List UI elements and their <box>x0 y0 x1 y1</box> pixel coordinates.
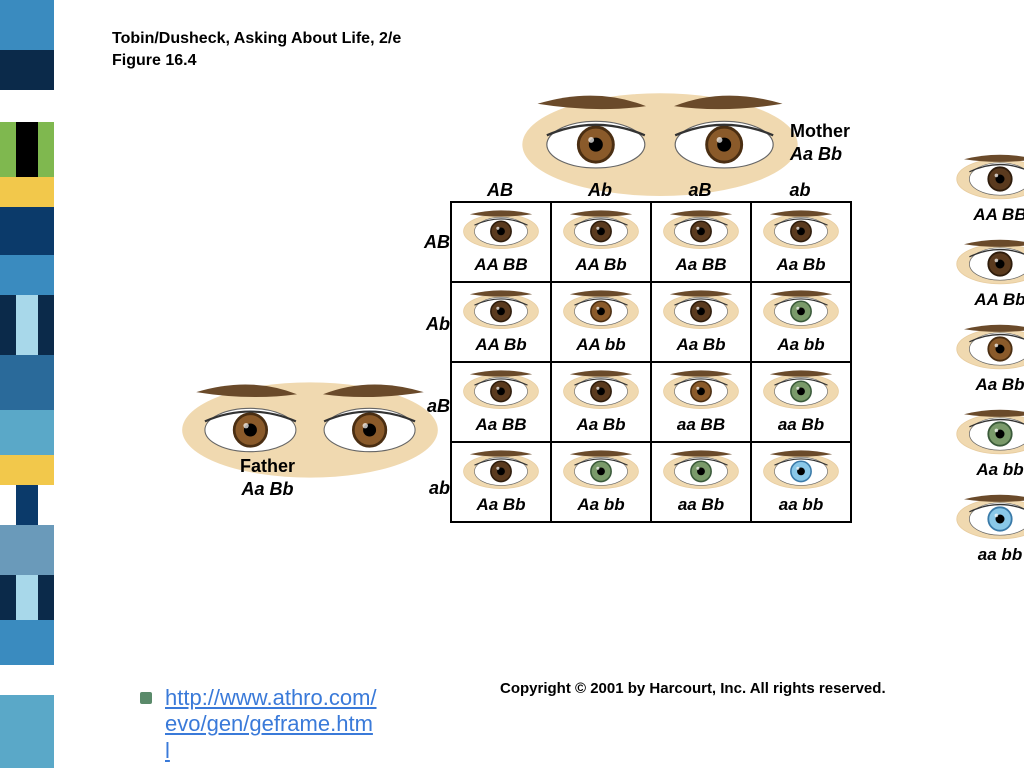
genotype-label: aa bb <box>779 495 823 515</box>
col-header: Ab <box>550 180 650 201</box>
row-header: aB <box>410 396 450 417</box>
punnett-cell: aa BB <box>651 362 751 442</box>
phenotype-legend: AA BB AA Bb Aa Bb Aa bb <box>930 140 1024 565</box>
phenotype-item: Aa bb <box>930 395 1024 480</box>
father-genotype: Aa Bb <box>242 479 294 499</box>
phenotype-item: AA Bb <box>930 225 1024 310</box>
eye-icon <box>462 208 540 251</box>
eye-icon <box>662 208 740 251</box>
eye-icon <box>955 492 1024 542</box>
punnett-cell: Aa BB <box>451 362 551 442</box>
punnett-cell: Aa bb <box>751 282 851 362</box>
eye-icon <box>562 448 640 491</box>
punnett-cell: Aa Bb <box>751 202 851 282</box>
source-link[interactable]: http://www.athro.com/ evo/gen/geframe.ht… <box>165 685 377 764</box>
genotype-label: AA BB <box>973 205 1024 225</box>
eye-icon <box>462 288 540 331</box>
eye-icon <box>762 288 840 331</box>
eye-icon <box>462 368 540 411</box>
genotype-label: Aa Bb <box>576 415 625 435</box>
eye-icon <box>762 208 840 251</box>
phenotype-item: AA BB <box>930 140 1024 225</box>
figure-header: Tobin/Dusheck, Asking About Life, 2/e Fi… <box>112 28 401 71</box>
genotype-label: AA bb <box>576 335 625 355</box>
eye-icon <box>662 288 740 331</box>
genotype-label: aa Bb <box>778 415 824 435</box>
punnett-cell: Aa Bb <box>651 282 751 362</box>
mother-label: Mother Aa Bb <box>790 120 850 165</box>
punnett-cell: Aa bb <box>551 442 651 522</box>
phenotype-item: Aa Bb <box>930 310 1024 395</box>
genotype-label: Aa BB <box>675 255 726 275</box>
genotype-label: AA BB <box>474 255 527 275</box>
mother-label-text: Mother <box>790 121 850 141</box>
genotype-label: AA Bb <box>475 335 526 355</box>
genotype-label: Aa BB <box>475 415 526 435</box>
col-header: ab <box>750 180 850 201</box>
punnett-cell: AA Bb <box>551 202 651 282</box>
genotype-label: Aa Bb <box>676 335 725 355</box>
copyright-text: Copyright © 2001 by Harcourt, Inc. All r… <box>500 680 886 697</box>
genotype-label: Aa bb <box>577 495 624 515</box>
eye-icon <box>955 407 1024 457</box>
genotype-label: Aa Bb <box>975 375 1024 395</box>
punnett-cell: aa Bb <box>751 362 851 442</box>
slide-content: Tobin/Dusheck, Asking About Life, 2/e Fi… <box>70 0 1024 768</box>
link-line2: evo/gen/geframe.htm <box>165 711 373 736</box>
genotype-label: aa Bb <box>678 495 724 515</box>
link-line3: l <box>165 738 170 763</box>
eye-icon <box>762 448 840 491</box>
link-line1: http://www.athro.com/ <box>165 685 377 710</box>
genotype-label: aa bb <box>978 545 1022 565</box>
col-header: aB <box>650 180 750 201</box>
father-label: Father Aa Bb <box>240 455 295 500</box>
genotype-label: Aa bb <box>976 460 1023 480</box>
phenotype-item: aa bb <box>930 480 1024 565</box>
genotype-label: AA Bb <box>974 290 1024 310</box>
row-header: AB <box>410 232 450 253</box>
punnett-cell: aa Bb <box>651 442 751 522</box>
punnett-cell: aa bb <box>751 442 851 522</box>
punnett-cell: AA BB <box>451 202 551 282</box>
eye-icon <box>762 368 840 411</box>
genotype-label: aa BB <box>677 415 725 435</box>
eye-icon <box>955 237 1024 287</box>
eye-icon <box>562 208 640 251</box>
father-label-text: Father <box>240 456 295 476</box>
col-header: AB <box>450 180 550 201</box>
genotype-label: Aa Bb <box>476 495 525 515</box>
row-header: Ab <box>410 314 450 335</box>
eye-icon <box>955 322 1024 372</box>
punnett-cell: AA bb <box>551 282 651 362</box>
decorative-sidebar <box>0 0 54 768</box>
genotype-label: Aa Bb <box>776 255 825 275</box>
genotype-label: Aa bb <box>777 335 824 355</box>
eye-icon <box>955 152 1024 202</box>
mother-genotype: Aa Bb <box>790 144 842 164</box>
column-headers: ABAbaBab <box>450 180 850 201</box>
header-line2: Figure 16.4 <box>112 52 196 69</box>
punnett-cell: Aa BB <box>651 202 751 282</box>
punnett-grid: AA BB AA Bb Aa BB Aa Bb <box>450 201 852 523</box>
punnett-cell: Aa Bb <box>451 442 551 522</box>
row-header: ab <box>410 478 450 499</box>
eye-icon <box>462 448 540 491</box>
father-eyes-illustration <box>180 370 440 484</box>
list-bullet-icon <box>140 692 152 704</box>
punnett-square: ABAbaBab AA BB AA Bb <box>410 180 850 523</box>
genotype-label: AA Bb <box>575 255 626 275</box>
punnett-cell: Aa Bb <box>551 362 651 442</box>
punnett-cell: AA Bb <box>451 282 551 362</box>
eye-icon <box>662 368 740 411</box>
header-line1: Tobin/Dusheck, Asking About Life, 2/e <box>112 30 401 47</box>
eye-icon <box>562 368 640 411</box>
eye-icon <box>662 448 740 491</box>
eye-icon <box>562 288 640 331</box>
